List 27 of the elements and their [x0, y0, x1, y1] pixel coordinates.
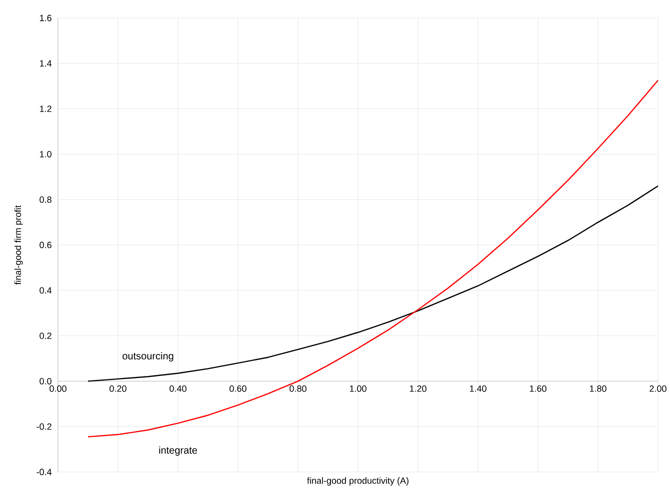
- series-label: integrate: [159, 446, 198, 456]
- y-tick-label: 0.8: [40, 196, 52, 203]
- y-tick-label: 0.6: [40, 242, 52, 248]
- line-series: [87, 185, 659, 382]
- x-tick-label: 2.00: [650, 385, 666, 392]
- x-tick-label: 1.00: [350, 385, 366, 392]
- x-tick-label: 1.20: [410, 385, 426, 392]
- y-tick-label: 0.2: [40, 332, 52, 339]
- x-tick-label: 0.40: [170, 385, 186, 392]
- x-tick-label: 0.60: [230, 385, 246, 392]
- x-tick-label: 1.60: [530, 385, 546, 392]
- x-tick-label: 1.40: [470, 385, 486, 392]
- y-tick-label: -0.2: [36, 423, 52, 430]
- y-tick-label: 1.4: [40, 60, 52, 66]
- y-tick-label: 1.0: [40, 151, 52, 158]
- y-axis-title: final-good firm profit: [14, 205, 23, 285]
- y-tick-label: -0.4: [36, 468, 52, 476]
- x-tick-label: 0.00: [50, 385, 66, 392]
- y-tick-label: 0.0: [40, 378, 52, 384]
- x-axis-title: final-good productivity (A): [307, 477, 408, 486]
- x-tick-label: 0.20: [110, 385, 126, 392]
- x-tick-label: 1.80: [590, 385, 606, 392]
- y-tick-label: 1.6: [40, 14, 52, 22]
- x-tick-label: 0.80: [290, 385, 306, 392]
- y-tick-label: 0.4: [40, 287, 52, 294]
- y-tick-label: 1.2: [40, 106, 52, 112]
- series-label: outsourcing: [122, 352, 174, 362]
